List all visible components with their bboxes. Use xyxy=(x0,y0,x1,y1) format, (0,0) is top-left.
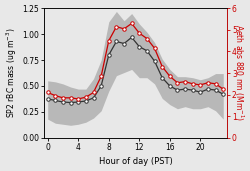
Y-axis label: SP2 rBC mass (ug m$^{-3}$): SP2 rBC mass (ug m$^{-3}$) xyxy=(5,28,19,118)
X-axis label: Hour of day (PST): Hour of day (PST) xyxy=(98,157,172,166)
Y-axis label: Aeth abs 880 nm (Mm$^{-1}$): Aeth abs 880 nm (Mm$^{-1}$) xyxy=(232,24,245,122)
